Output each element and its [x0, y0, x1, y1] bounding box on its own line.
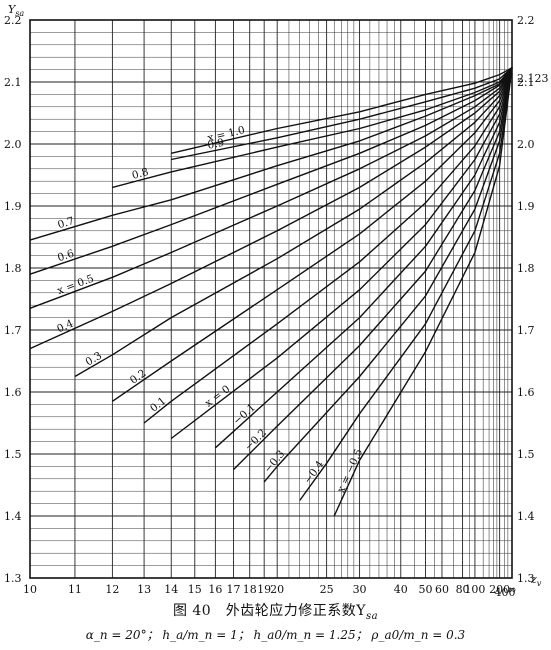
x-axis-title: zv [530, 573, 542, 588]
curve-x-0.6 [29, 67, 513, 275]
y-tick-labels-right: 1.3 1.4 1.5 1.6 1.7 1.8 1.9 2.0 2.1 2.2 [517, 14, 535, 585]
y-tick-label-right: 1.7 [517, 324, 535, 337]
curve-label-0.2: 0.2 [128, 367, 149, 386]
curve-label-0.6: 0.6 [56, 247, 76, 264]
curve-x-0.1 [143, 67, 513, 424]
x-tick-label: 200 [489, 583, 510, 596]
y-tick-label: 1.8 [4, 262, 22, 275]
curve-label-0.1: 0.1 [148, 395, 169, 415]
y-tick-label-right: 2.2 [517, 14, 535, 27]
curve-x--0.1 [214, 67, 513, 449]
y-tick-label-right: 2.0 [517, 138, 535, 151]
y-tick-label: 2.2 [4, 14, 22, 27]
x-tick-400-label: 400 [495, 586, 516, 599]
x-tick-label: 11 [68, 583, 82, 596]
curve-x--0.4 [299, 67, 513, 501]
curve-x-0.7 [29, 67, 513, 241]
x-tick-label: 40 [394, 583, 408, 596]
x-tick-label: 13 [137, 583, 151, 596]
y-tick-label: 2.1 [4, 76, 22, 89]
y-tick-label-right: 2.1 [517, 76, 535, 89]
y-tick-label: 1.7 [4, 324, 22, 337]
x-tick-label: 18 [243, 583, 257, 596]
curve-label--0.3: −0.3 [262, 448, 288, 475]
x-tick-label: 80 [456, 583, 470, 596]
figure-caption: 图 40 外齿轮应力修正系数Ysa [172, 603, 379, 622]
curve-x-0.9 [171, 67, 513, 161]
y-tick-label-right: 1.4 [517, 510, 535, 523]
chart-canvas: 1.3 1.4 1.5 1.6 1.7 1.8 1.9 2.0 2.1 2.2 1.3 1.4 1.5… [4, 3, 549, 599]
y-tick-label-right: 1.8 [517, 262, 535, 275]
curve-series [29, 67, 513, 517]
x-tick-label: 30 [353, 583, 367, 596]
curve-x--0.2 [233, 67, 513, 470]
curve-x--0.3 [263, 67, 513, 483]
x-tick-label: 19 [257, 583, 271, 596]
curve-x-0.5 [29, 67, 513, 309]
y-axis-title: Ysa [8, 3, 24, 18]
y-tick-label-right: 1.3 [517, 572, 535, 585]
y-tick-label: 1.5 [4, 448, 22, 461]
curve-label-0.9: 0.9 [207, 137, 226, 152]
vertical-gridlines [29, 20, 513, 578]
curve-x-0.8 [112, 67, 513, 189]
plot-frame [29, 19, 513, 579]
curve-label-0.7: 0.7 [56, 215, 75, 231]
x-tick-label: 12 [105, 583, 119, 596]
curve-x-0.2 [112, 67, 513, 402]
x-tick-label: 10 [23, 583, 37, 596]
y-tick-label: 1.6 [4, 386, 22, 399]
x-tick-label: 60 [435, 583, 449, 596]
y-tick-label: 1.9 [4, 200, 22, 213]
y-tick-label: 2.0 [4, 138, 22, 151]
x-tick-label: 100 [464, 583, 485, 596]
y-tick-label: 1.3 [4, 572, 22, 585]
curve-labels: x = 1.00.90.80.70.6x = 0.50.40.30.20.1 x … [55, 124, 365, 495]
curve-label-0.3: 0.3 [84, 350, 104, 369]
x-tick-label: 14 [164, 583, 178, 596]
y-tick-label-right: 1.9 [517, 200, 535, 213]
curve-label--0.1: −0.1 [231, 401, 258, 427]
curve-label-0.8: 0.8 [131, 166, 150, 182]
x-tick-label: 17 [227, 583, 241, 596]
annotation-2-123: 2.123 [517, 72, 549, 85]
curve-x-0 [170, 67, 513, 440]
y-tick-label: 1.4 [4, 510, 22, 523]
x-tick-label: 15 [188, 583, 202, 596]
figure-conditions: α_n = 20°； h_a/m_n = 1； h_a0/m_n = 1.25；… [85, 628, 466, 642]
curve-label-0.4: 0.4 [55, 317, 75, 335]
curve-label-0: x = 0 [203, 383, 233, 410]
curve-label--0.4: −0.4 [302, 458, 327, 486]
y-tick-label-right: 1.6 [517, 386, 535, 399]
x-tick-label: 50 [418, 583, 432, 596]
curve-label--0.2: −0.2 [242, 427, 269, 453]
horizontal-gridlines [30, 19, 512, 579]
curve-x-0.4 [29, 67, 513, 350]
curve-x-0.3 [74, 67, 513, 378]
x-tick-label: 16 [208, 583, 222, 596]
curve-x-1.0 [171, 67, 513, 154]
y-tick-label-right: 1.5 [517, 448, 535, 461]
x-tick-label: ∞ [507, 583, 516, 596]
x-tick-label: 20 [270, 583, 284, 596]
x-tick-label: 25 [320, 583, 334, 596]
curve-label-0.5: x = 0.5 [56, 273, 96, 298]
y-tick-labels-left: 1.3 1.4 1.5 1.6 1.7 1.8 1.9 2.0 2.1 2.2 [4, 14, 22, 585]
curve-x--0.5 [333, 67, 513, 517]
